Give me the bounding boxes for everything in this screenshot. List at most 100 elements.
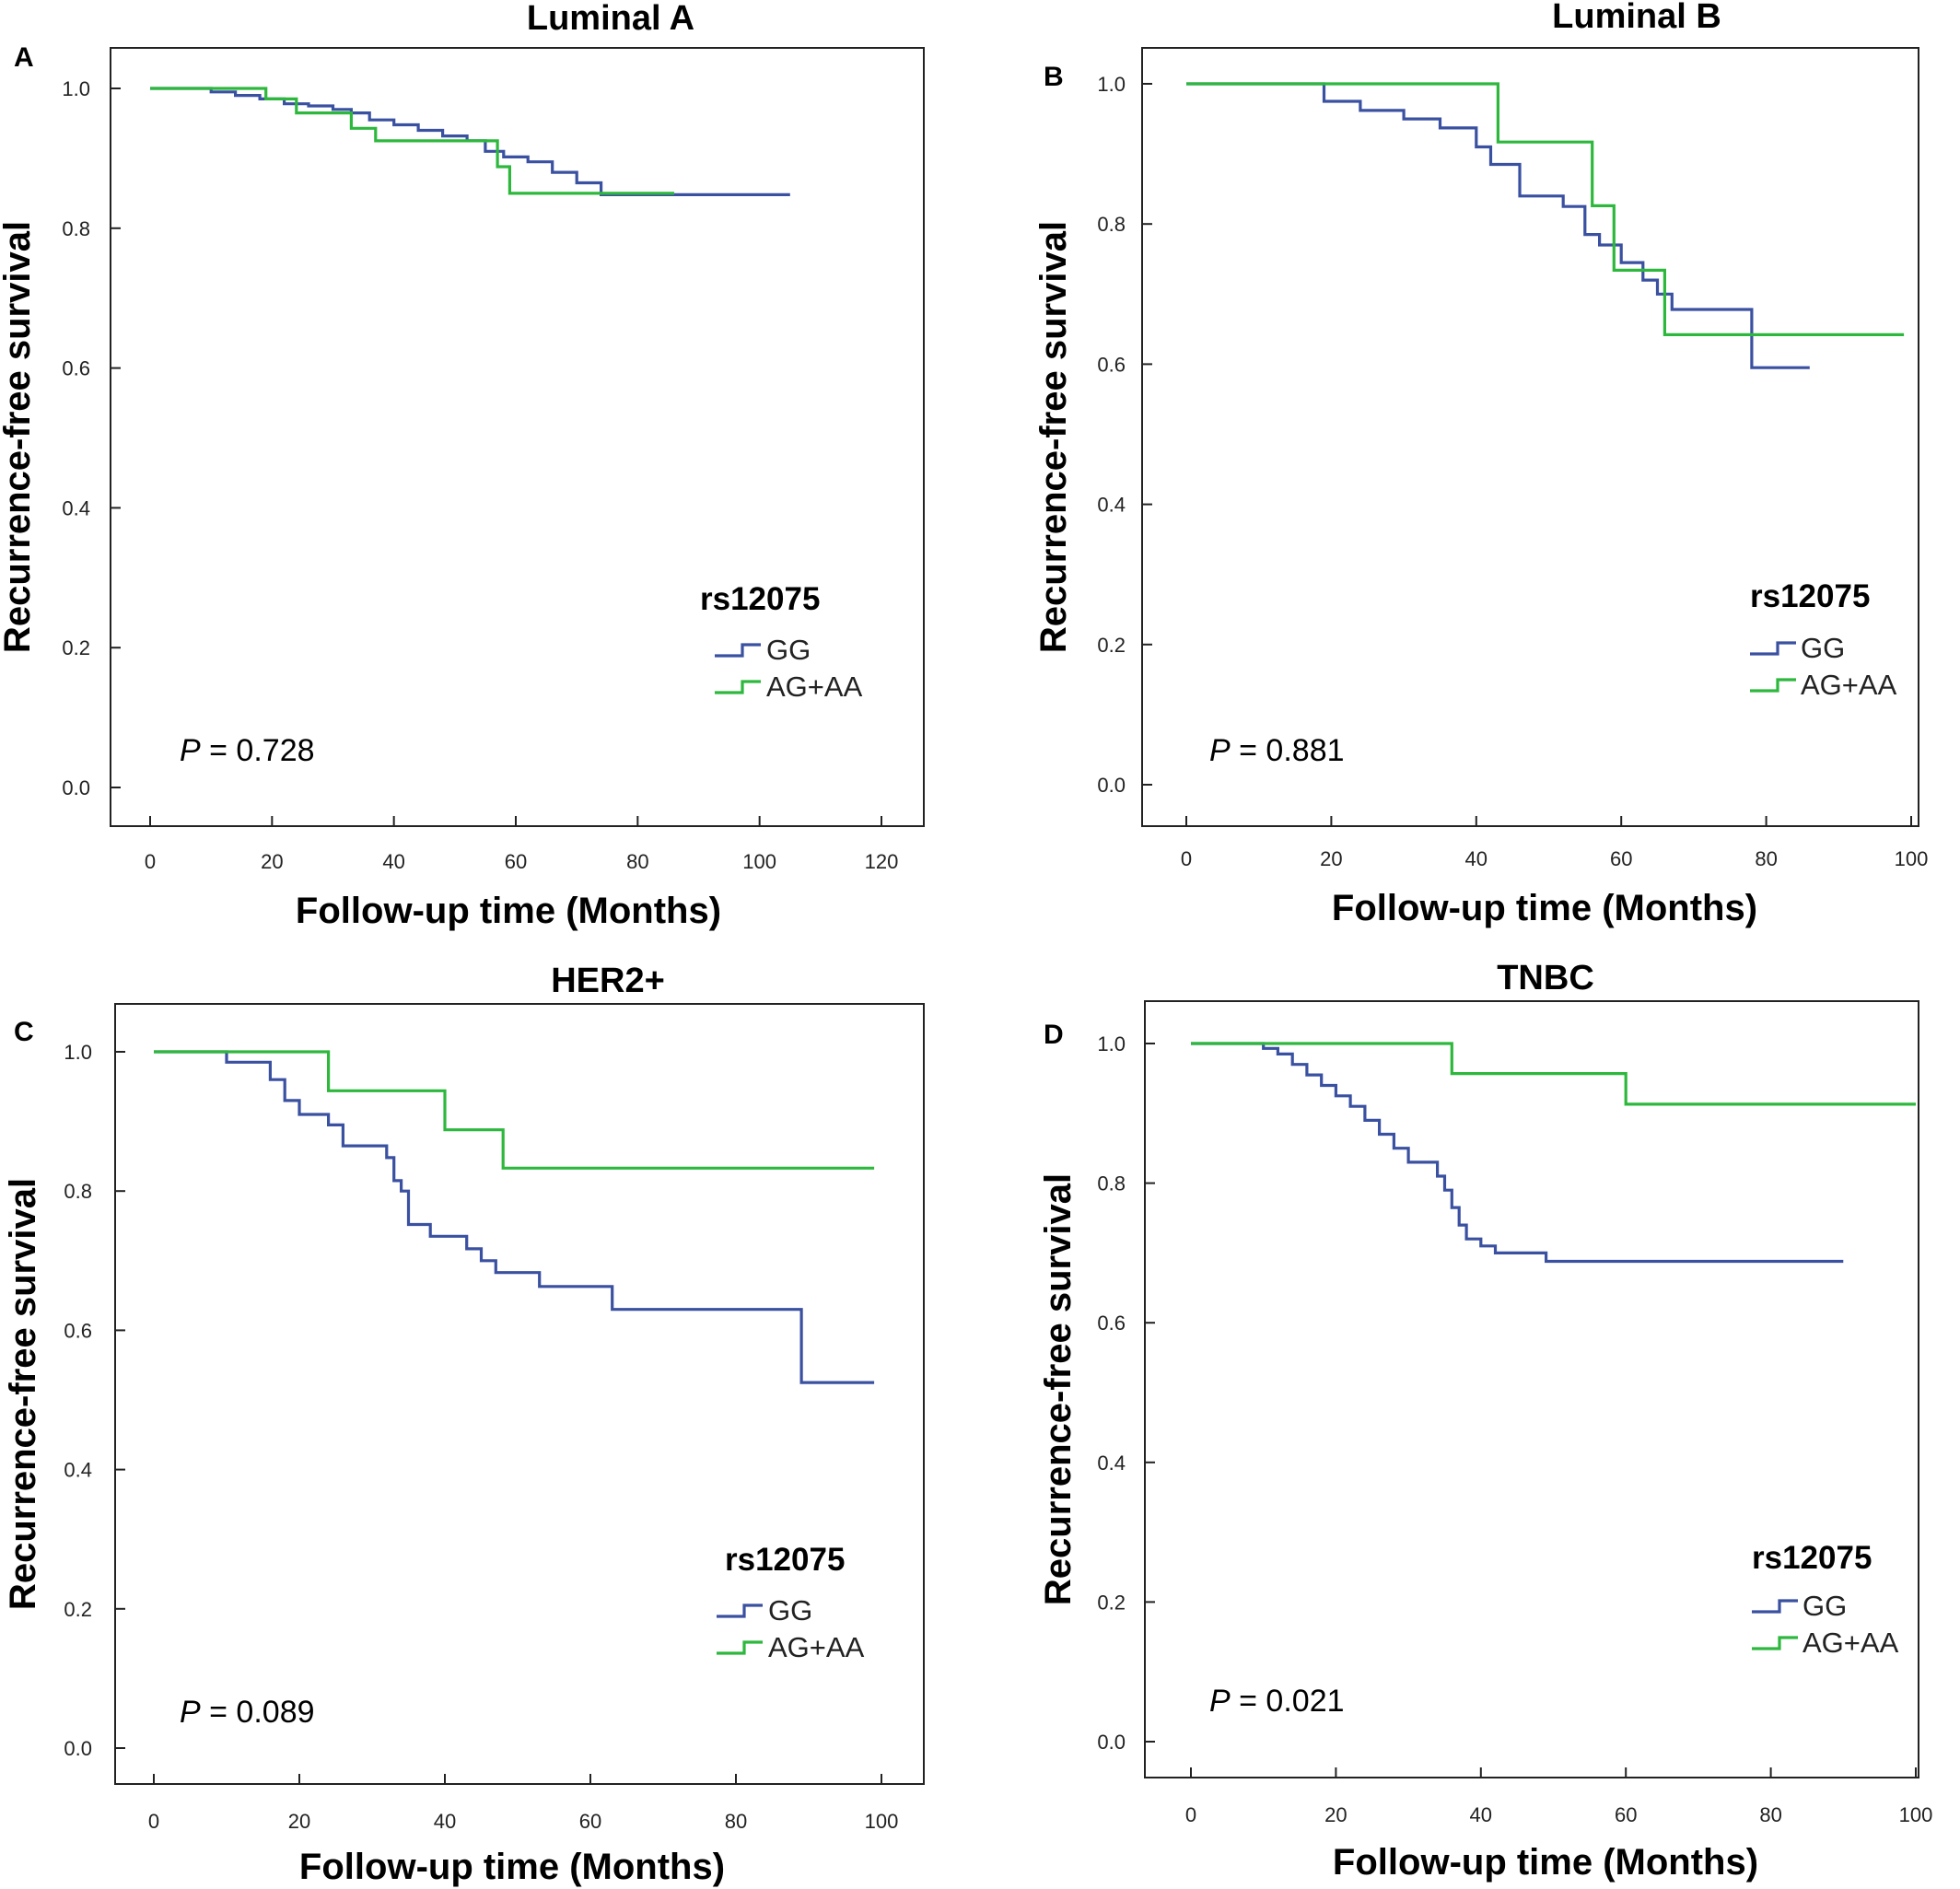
x-tick-label: 40 <box>1470 1803 1492 1826</box>
p-value-label: P = 0.089 <box>180 1695 315 1730</box>
chart-title: Luminal A <box>527 0 694 38</box>
y-tick-label: 0.2 <box>1097 634 1126 657</box>
x-tick-label: 100 <box>865 1810 899 1833</box>
x-tick-label: 80 <box>626 850 648 873</box>
x-tick-label: 20 <box>1320 847 1342 870</box>
survival-curve-ag-aa <box>1191 1042 1916 1106</box>
y-tick-label: 0.0 <box>64 1737 92 1760</box>
legend-label-ag-aa: AG+AA <box>1802 1627 1899 1659</box>
plot-frame <box>1141 47 1919 827</box>
x-tick-label: 0 <box>1181 847 1192 870</box>
y-tick-label: 0.0 <box>1097 1731 1126 1754</box>
x-tick-label: 20 <box>288 1810 310 1833</box>
y-tick-label: 0.8 <box>1097 213 1126 236</box>
legend-label-ag-aa: AG+AA <box>768 1631 865 1663</box>
x-tick-label: 40 <box>1465 847 1488 870</box>
plot-frame <box>114 1003 925 1785</box>
legend-swatch-gg <box>715 643 761 658</box>
x-tick-label: 100 <box>1899 1803 1933 1826</box>
y-tick-label: 0.8 <box>1097 1172 1126 1195</box>
y-tick-label: 0.2 <box>64 1598 92 1621</box>
y-tick-label: 0.0 <box>62 776 90 799</box>
survival-curve-gg <box>150 87 790 196</box>
survival-curve-ag-aa <box>1186 82 1905 336</box>
plot-frame <box>1144 1000 1919 1778</box>
panel-label: B <box>1044 62 1064 92</box>
x-tick-label: 20 <box>1324 1803 1347 1826</box>
y-axis-title: Recurrence-free survival <box>1033 221 1074 653</box>
chart-panel-c: 0.0 0.2 0.4 0.6 0.8 1.0 0 20 40 60 80 100 HER2+ C Foll… <box>3 962 925 1887</box>
p-value: = 0.881 <box>1231 733 1345 768</box>
x-tick-label: 0 <box>1185 1803 1196 1826</box>
legend-title: rs12075 <box>725 1542 845 1578</box>
chart-panel-a: 0.0 0.2 0.4 0.6 0.8 1.0 0 20 40 60 80 100 120 Luminal… <box>0 0 925 931</box>
legend-title: rs12075 <box>1752 1540 1872 1576</box>
survival-curve-ag-aa <box>154 1050 875 1170</box>
chart-panel-b: 0.0 0.2 0.4 0.6 0.8 1.0 0 20 40 60 80 100 Luminal B B… <box>1033 0 1928 928</box>
p-symbol: P <box>180 1695 201 1730</box>
legend-label-gg: GG <box>768 1594 812 1627</box>
x-tick-label: 40 <box>434 1810 456 1833</box>
y-tick-label: 0.6 <box>1097 353 1126 376</box>
panel-label: C <box>14 1017 34 1047</box>
x-axis-title: Follow-up time (Months) <box>296 891 721 931</box>
p-value-label: P = 0.881 <box>1209 733 1345 768</box>
y-tick-label: 1.0 <box>1097 1032 1126 1055</box>
y-tick-label: 0.2 <box>62 636 90 659</box>
y-tick-label: 0.8 <box>62 217 90 240</box>
survival-curve-gg <box>1191 1042 1844 1264</box>
p-value-label: P = 0.021 <box>1209 1684 1345 1719</box>
x-tick-label: 60 <box>505 850 527 873</box>
survival-curve-ag-aa <box>150 87 674 195</box>
y-axis-title: Recurrence-free survival <box>1038 1173 1079 1605</box>
y-axis-title: Recurrence-free survival <box>0 221 38 653</box>
x-tick-label: 40 <box>382 850 404 873</box>
y-tick-label: 0.4 <box>1097 494 1126 517</box>
y-tick-label: 0.2 <box>1097 1591 1126 1614</box>
legend-label-gg: GG <box>1802 1590 1847 1622</box>
x-tick-label: 80 <box>725 1810 747 1833</box>
legend-swatch-ag-aa <box>1752 1636 1798 1650</box>
y-tick-label: 0.8 <box>64 1180 92 1203</box>
x-axis-title: Follow-up time (Months) <box>1333 1842 1758 1883</box>
chart-title: Luminal B <box>1552 0 1721 36</box>
y-tick-label: 0.4 <box>64 1459 92 1482</box>
y-tick-label: 1.0 <box>64 1041 92 1064</box>
y-tick-label: 0.4 <box>1097 1452 1126 1475</box>
x-tick-label: 80 <box>1755 847 1777 870</box>
x-tick-label: 100 <box>1895 847 1929 870</box>
legend-swatch-ag-aa <box>715 680 761 694</box>
p-value-label: P = 0.728 <box>180 733 315 768</box>
x-tick-label: 80 <box>1759 1803 1781 1826</box>
chart-title: TNBC <box>1497 959 1594 997</box>
y-tick-label: 0.6 <box>1097 1312 1126 1335</box>
p-value: = 0.021 <box>1231 1684 1345 1719</box>
x-axis-title: Follow-up time (Months) <box>1332 888 1757 928</box>
y-tick-label: 1.0 <box>1097 73 1126 96</box>
x-axis-title: Follow-up time (Months) <box>299 1847 725 1887</box>
y-tick-label: 0.0 <box>1097 774 1126 797</box>
p-value: = 0.728 <box>201 733 315 768</box>
x-tick-label: 100 <box>742 850 776 873</box>
legend-swatch-gg <box>717 1603 763 1618</box>
panel-label: A <box>14 42 34 73</box>
y-axis-title: Recurrence-free survival <box>3 1178 43 1610</box>
x-tick-label: 120 <box>865 850 899 873</box>
plot-frame <box>110 47 925 827</box>
y-tick-label: 0.6 <box>62 357 90 380</box>
survival-curve-gg <box>1186 82 1810 369</box>
x-tick-label: 20 <box>261 850 283 873</box>
legend-swatch-gg <box>1752 1599 1798 1614</box>
y-tick-label: 1.0 <box>62 77 90 100</box>
y-tick-label: 0.4 <box>62 496 90 519</box>
panel-label: D <box>1044 1020 1064 1050</box>
x-tick-label: 60 <box>1615 1803 1637 1826</box>
chart-title: HER2+ <box>551 962 665 1000</box>
y-tick-label: 0.6 <box>64 1319 92 1342</box>
x-tick-label: 0 <box>148 1810 159 1833</box>
legend-label-gg: GG <box>766 634 811 666</box>
p-value: = 0.089 <box>201 1695 315 1730</box>
chart-panel-d: 0.0 0.2 0.4 0.6 0.8 1.0 0 20 40 60 80 100 TNBC D Follo… <box>1038 959 1932 1883</box>
survival-curve-gg <box>154 1050 875 1384</box>
